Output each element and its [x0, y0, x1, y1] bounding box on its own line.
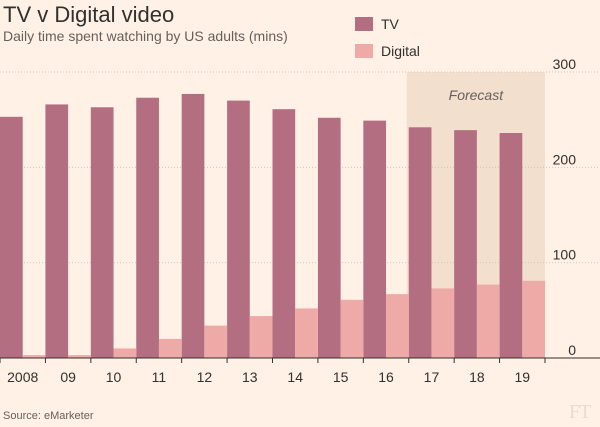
legend-item-tv: TV	[355, 16, 399, 32]
x-tick-label-2008: 2008	[7, 369, 38, 385]
bar-digital-18	[476, 284, 500, 358]
bar-digital-16	[386, 294, 409, 358]
y-tick-label-0: 0	[568, 342, 576, 358]
legend-label-tv: TV	[381, 16, 399, 32]
bar-tv-17	[408, 127, 432, 358]
legend-label-digital: Digital	[381, 43, 420, 59]
bar-digital-14	[295, 308, 318, 358]
chart-title: TV v Digital video	[3, 2, 175, 27]
bar-digital-13	[249, 316, 273, 358]
y-tick-label-100: 100	[553, 247, 577, 263]
bar-digital-09	[68, 355, 91, 358]
y-tick-label-300: 300	[553, 56, 577, 72]
x-tick-label-09: 09	[60, 369, 76, 385]
bar-tv-10	[90, 107, 114, 358]
x-tick-label-10: 10	[106, 369, 122, 385]
bar-digital-15	[340, 299, 364, 358]
bar-tv-14	[272, 109, 296, 359]
legend-swatch-tv	[355, 17, 373, 31]
bar-tv-11	[136, 97, 159, 359]
x-tick-label-17: 17	[424, 369, 440, 385]
legend-swatch-digital	[355, 44, 373, 58]
bar-digital-17	[431, 288, 455, 358]
y-tick-label-200: 200	[553, 151, 577, 167]
bar-tv-18	[454, 130, 477, 358]
bar-digital-11	[158, 338, 182, 358]
ft-logo: FT	[569, 401, 591, 423]
x-tick-label-18: 18	[469, 369, 485, 385]
forecast-label: Forecast	[449, 87, 505, 103]
bar-tv-12	[181, 93, 205, 358]
x-tick-label-16: 16	[378, 369, 394, 385]
bar-tv-13	[227, 100, 250, 358]
x-tick-label-12: 12	[197, 369, 213, 385]
bar-tv-09	[45, 104, 69, 358]
x-tick-label-11: 11	[152, 369, 167, 385]
bar-digital-2008	[22, 355, 46, 358]
bar-digital-19	[522, 280, 545, 358]
bar-tv-19	[499, 133, 523, 358]
x-tick-label-19: 19	[515, 369, 531, 385]
source-note: Source: eMarketer	[3, 410, 94, 422]
bar-digital-10	[113, 348, 137, 358]
x-tick-label-14: 14	[287, 369, 303, 385]
legend-item-digital: Digital	[355, 43, 420, 59]
bar-tv-2008	[0, 116, 23, 358]
x-tick-label-15: 15	[333, 369, 349, 385]
x-tick-label-13: 13	[242, 369, 258, 385]
bar-tv-15	[317, 117, 341, 358]
chart-subtitle: Daily time spent watching by US adults (…	[3, 28, 288, 44]
bar-digital-12	[204, 325, 228, 358]
bar-tv-16	[363, 120, 387, 359]
